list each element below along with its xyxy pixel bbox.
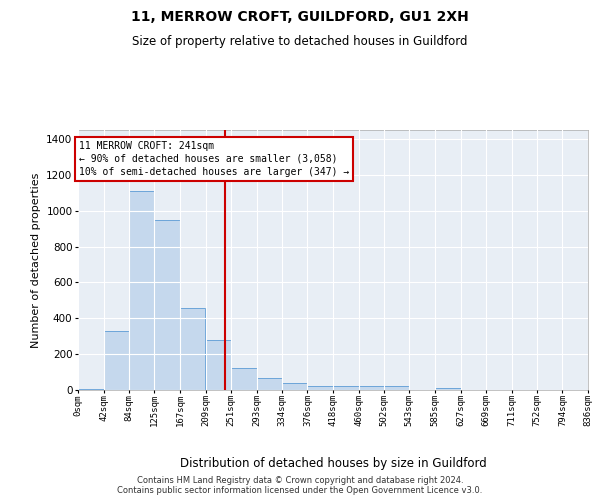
Bar — [333, 386, 359, 390]
Bar — [205, 340, 231, 390]
Bar — [384, 386, 409, 390]
Bar — [359, 386, 384, 390]
Bar — [435, 388, 461, 390]
Text: Contains HM Land Registry data © Crown copyright and database right 2024.
Contai: Contains HM Land Registry data © Crown c… — [118, 476, 482, 495]
Bar — [307, 386, 333, 390]
Text: 11, MERROW CROFT, GUILDFORD, GU1 2XH: 11, MERROW CROFT, GUILDFORD, GU1 2XH — [131, 10, 469, 24]
Bar — [231, 368, 257, 390]
Bar — [180, 308, 205, 390]
Bar — [257, 378, 282, 390]
Bar — [129, 191, 154, 390]
Text: Size of property relative to detached houses in Guildford: Size of property relative to detached ho… — [132, 35, 468, 48]
Text: Distribution of detached houses by size in Guildford: Distribution of detached houses by size … — [179, 458, 487, 470]
Text: 11 MERROW CROFT: 241sqm
← 90% of detached houses are smaller (3,058)
10% of semi: 11 MERROW CROFT: 241sqm ← 90% of detache… — [79, 141, 349, 177]
Bar — [282, 383, 307, 390]
Bar — [104, 331, 129, 390]
Y-axis label: Number of detached properties: Number of detached properties — [31, 172, 41, 348]
Bar — [78, 389, 104, 390]
Bar — [154, 220, 180, 390]
